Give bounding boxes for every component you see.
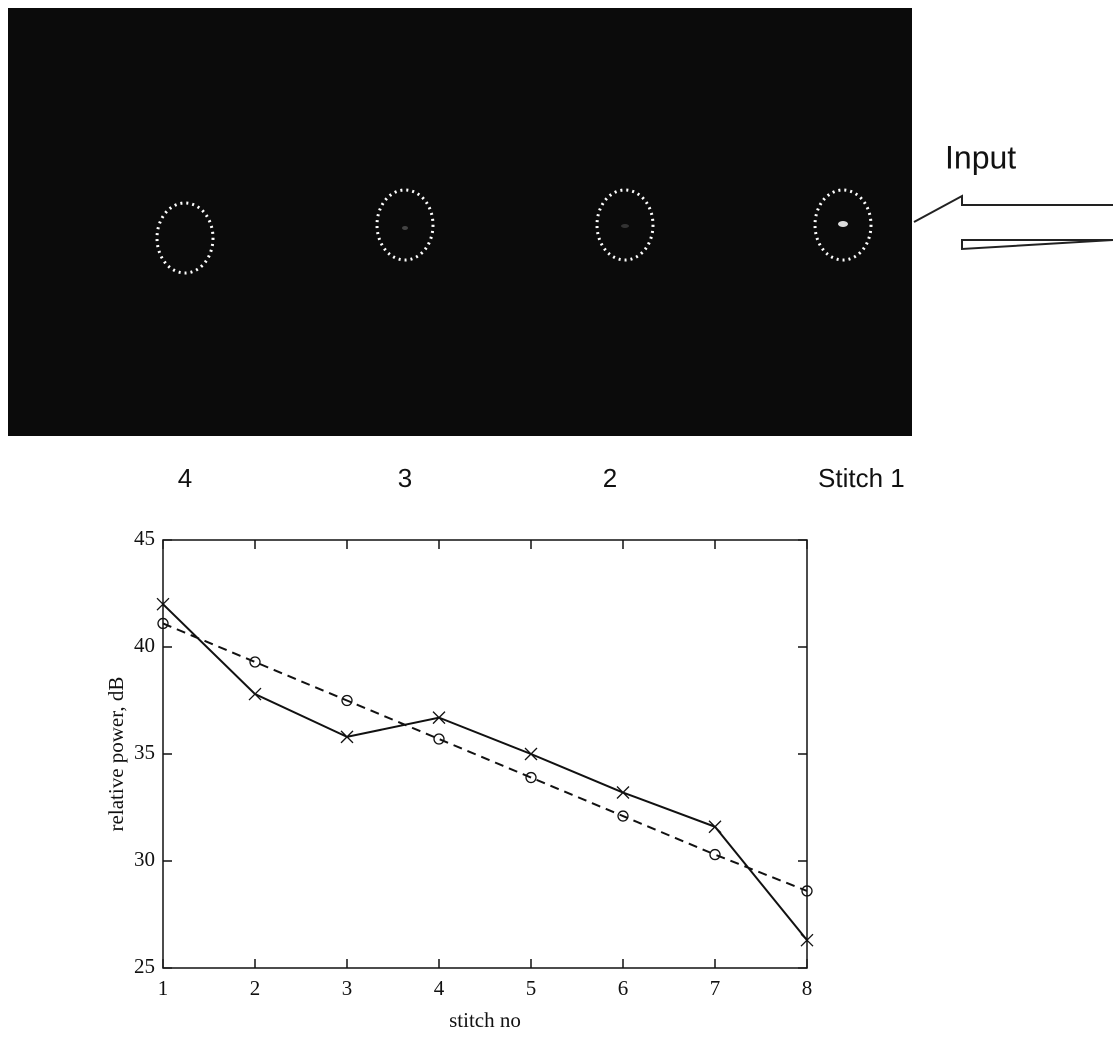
y-axis-label: relative power, dB bbox=[104, 677, 128, 832]
marker bbox=[525, 771, 537, 784]
marker bbox=[801, 885, 813, 897]
marker bbox=[709, 848, 721, 861]
light-spot bbox=[621, 224, 629, 228]
stitch-label: 2 bbox=[603, 463, 617, 493]
x-tick-label: 5 bbox=[526, 976, 537, 1000]
marker bbox=[800, 933, 814, 947]
marker bbox=[249, 656, 261, 668]
marker bbox=[708, 820, 722, 834]
x-tick-label: 6 bbox=[618, 976, 629, 1000]
x-tick-label: 8 bbox=[802, 976, 813, 1000]
y-tick-label: 35 bbox=[134, 740, 155, 764]
stitch-circle bbox=[813, 188, 873, 262]
marker bbox=[341, 694, 353, 707]
input-label: Input bbox=[945, 139, 1016, 175]
marker bbox=[433, 733, 445, 745]
x-tick-label: 3 bbox=[342, 976, 353, 1000]
series-line bbox=[162, 603, 808, 941]
y-tick-label: 40 bbox=[134, 633, 155, 657]
y-tick-label: 45 bbox=[134, 526, 155, 550]
x-tick-label: 7 bbox=[710, 976, 721, 1000]
x-tick-label: 1 bbox=[158, 976, 169, 1000]
stitch-circle bbox=[375, 188, 435, 262]
stitch-circle bbox=[595, 188, 655, 262]
y-tick-label: 25 bbox=[134, 954, 155, 978]
input-arrow bbox=[913, 194, 1113, 251]
marker bbox=[248, 687, 262, 701]
marker bbox=[524, 747, 538, 761]
x-axis-label: stitch no bbox=[449, 1008, 521, 1032]
x-tick-label: 4 bbox=[434, 976, 445, 1000]
marker bbox=[156, 597, 170, 611]
marker bbox=[157, 617, 169, 630]
series-line bbox=[162, 622, 808, 892]
micrograph bbox=[8, 8, 912, 436]
light-spot bbox=[402, 226, 408, 230]
marker bbox=[616, 786, 630, 799]
stitch-label: 3 bbox=[398, 463, 412, 493]
stitch-label: Stitch 1 bbox=[818, 463, 905, 493]
marker bbox=[340, 730, 354, 744]
stitch-markers bbox=[155, 188, 873, 275]
marker bbox=[432, 711, 446, 725]
x-tick-label: 2 bbox=[250, 976, 261, 1000]
plot-frame bbox=[162, 539, 808, 969]
light-spot bbox=[838, 221, 848, 227]
y-tick-label: 30 bbox=[134, 847, 155, 871]
stitch-circle bbox=[155, 201, 215, 275]
marker bbox=[617, 810, 629, 822]
stitch-label: 4 bbox=[178, 463, 192, 493]
